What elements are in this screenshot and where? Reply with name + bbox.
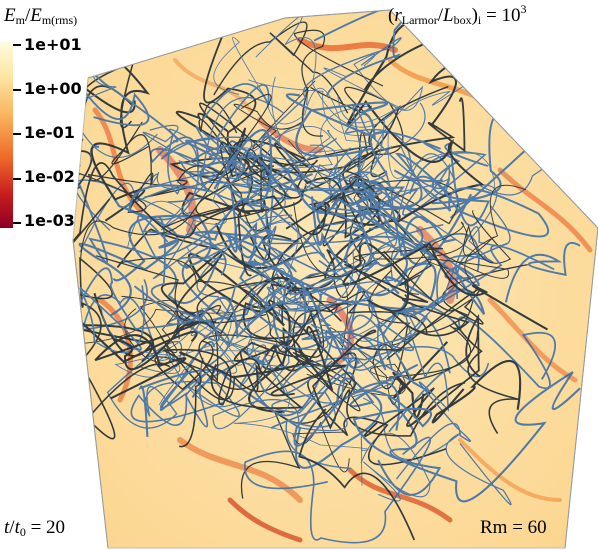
field-line xyxy=(73,130,218,304)
field-line xyxy=(142,124,219,280)
field-line xyxy=(73,61,135,167)
field-line xyxy=(193,223,392,302)
field-line xyxy=(226,231,406,348)
field-line xyxy=(377,305,557,389)
field-line xyxy=(242,248,410,340)
field-line xyxy=(262,193,369,268)
field-line xyxy=(293,202,468,295)
field-line xyxy=(363,313,481,438)
field-line xyxy=(133,215,227,342)
field-line xyxy=(344,263,470,337)
field-line xyxy=(190,221,299,337)
field-line xyxy=(360,432,431,502)
colorbar xyxy=(0,42,13,228)
field-line xyxy=(383,250,484,361)
field-line xyxy=(393,169,550,238)
colorbar-tick-label: 1e+01 xyxy=(24,35,82,54)
field-line xyxy=(346,19,485,224)
field-line xyxy=(79,256,171,440)
field-line xyxy=(128,129,273,213)
field-line xyxy=(185,135,306,181)
field-line xyxy=(130,366,225,426)
field-line xyxy=(255,117,385,195)
field-line xyxy=(78,145,180,317)
colorbar-tick xyxy=(13,133,21,135)
field-line xyxy=(299,276,406,405)
cube-edges xyxy=(72,9,598,549)
field-line xyxy=(213,21,349,114)
larmor-ratio-label: (rLarmor/Lbox)i = 103 xyxy=(388,2,527,27)
colorbar-title: Em/Em(rms) xyxy=(4,5,78,27)
field-line xyxy=(298,408,416,541)
field-line xyxy=(321,271,403,342)
colorbar-tick-label: 1e+00 xyxy=(24,79,82,98)
field-line xyxy=(292,421,350,473)
colorbar-tick xyxy=(13,178,21,180)
field-line xyxy=(178,83,274,235)
field-line xyxy=(192,145,406,267)
field-line xyxy=(179,326,334,392)
field-line xyxy=(249,220,486,315)
field-line xyxy=(287,211,380,295)
field-line xyxy=(285,93,389,158)
field-line xyxy=(312,329,403,430)
field-line xyxy=(79,285,145,354)
field-line xyxy=(197,278,346,362)
field-line xyxy=(462,209,512,264)
field-line xyxy=(328,151,487,216)
field-line xyxy=(96,255,361,412)
field-line xyxy=(352,104,451,230)
field-line xyxy=(271,359,358,470)
field-line xyxy=(241,147,367,224)
field-line xyxy=(187,253,291,414)
field-line xyxy=(244,436,432,544)
colorbar-tick xyxy=(13,89,21,91)
field-line xyxy=(452,320,519,435)
colorbar-tick-label: 1e-01 xyxy=(24,123,75,142)
field-line xyxy=(395,311,472,480)
time-label: t/t0 = 20 xyxy=(4,517,66,539)
colorbar-tick xyxy=(13,44,21,46)
field-line xyxy=(87,121,269,232)
colorbar-tick xyxy=(13,222,21,224)
field-line xyxy=(213,36,373,154)
field-line xyxy=(431,359,522,424)
field-line xyxy=(310,196,437,301)
field-line xyxy=(79,300,338,345)
field-line xyxy=(293,29,384,137)
field-line xyxy=(79,267,199,330)
field-line xyxy=(504,241,581,303)
field-line xyxy=(336,389,442,496)
field-line xyxy=(161,348,262,448)
field-line xyxy=(327,129,455,247)
field-line xyxy=(156,171,293,226)
field-line xyxy=(422,184,526,294)
magnetic-field-lines xyxy=(73,10,587,544)
field-line xyxy=(342,242,549,331)
field-line xyxy=(301,285,414,371)
field-line xyxy=(114,307,288,378)
field-line xyxy=(387,371,581,503)
field-line xyxy=(154,310,313,391)
colorbar-tick-label: 1e-03 xyxy=(24,211,75,230)
field-line xyxy=(112,215,212,282)
field-line xyxy=(79,93,272,268)
colorbar-tick-label: 1e-02 xyxy=(24,167,75,186)
field-line xyxy=(94,321,199,400)
field-line xyxy=(73,134,154,213)
field-line xyxy=(313,10,410,97)
field-line xyxy=(210,349,304,409)
field-line xyxy=(293,363,419,447)
field-line xyxy=(325,314,430,393)
field-line xyxy=(159,290,428,401)
field-line xyxy=(73,162,327,256)
field-line xyxy=(273,142,381,239)
field-line xyxy=(372,263,528,390)
field-line xyxy=(233,80,316,150)
field-line xyxy=(233,326,347,397)
magnetic-reynolds-label: Rm = 60 xyxy=(480,517,547,538)
field-line xyxy=(185,96,285,186)
